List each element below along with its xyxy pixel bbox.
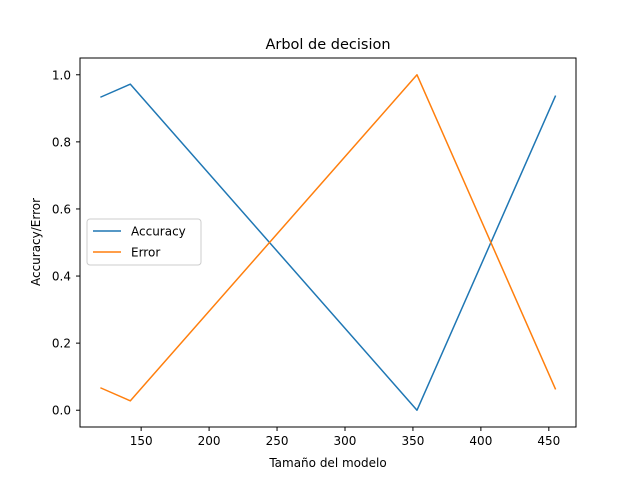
x-tick-label: 150 [130, 434, 153, 448]
x-tick-label: 350 [401, 434, 424, 448]
plot-frame [79, 57, 577, 428]
y-tick-label: 0.8 [52, 135, 71, 149]
x-tick-label: 200 [198, 434, 221, 448]
legend: Accuracy Error [86, 218, 202, 266]
x-tick-label: 400 [469, 434, 492, 448]
x-axis-label: Tamaño del modelo [268, 456, 386, 470]
y-axis-label: Accuracy/Error [29, 198, 43, 286]
y-tick-label: 1.0 [52, 68, 71, 82]
x-tick-label: 300 [334, 434, 357, 448]
y-axis-ticks: 0.0 0.2 0.4 0.6 0.8 1.0 [52, 68, 80, 418]
y-tick-label: 0.6 [52, 202, 71, 216]
plot-lines [100, 74, 557, 411]
legend-label-error: Error [131, 246, 160, 260]
series-line-accuracy [100, 83, 557, 411]
chart-title: Arbol de decision [265, 37, 390, 53]
legend-label-accuracy: Accuracy [131, 225, 186, 239]
x-axis-ticks: 150 200 250 300 350 400 450 [130, 427, 560, 448]
series-line-error [100, 74, 557, 402]
y-tick-label: 0.2 [52, 337, 71, 351]
x-tick-label: 450 [537, 434, 560, 448]
y-tick-label: 0.0 [52, 404, 71, 418]
x-tick-label: 250 [266, 434, 289, 448]
y-tick-label: 0.4 [52, 270, 71, 284]
